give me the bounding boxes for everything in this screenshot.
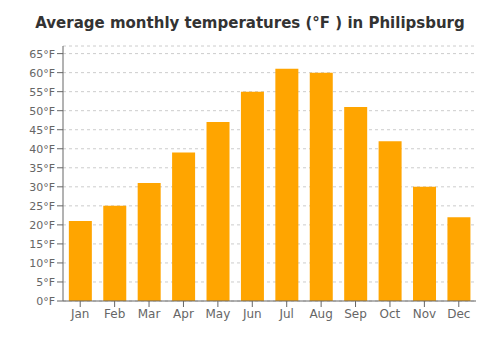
- svg-text:10°F: 10°F: [29, 257, 55, 270]
- svg-text:50°F: 50°F: [29, 105, 55, 118]
- svg-text:Feb: Feb: [104, 307, 125, 321]
- svg-text:Apr: Apr: [173, 307, 194, 321]
- svg-text:Jul: Jul: [278, 307, 293, 321]
- svg-text:Aug: Aug: [309, 307, 332, 321]
- svg-text:5°F: 5°F: [36, 276, 55, 289]
- svg-text:65°F: 65°F: [29, 48, 55, 61]
- svg-text:Jun: Jun: [242, 307, 262, 321]
- svg-text:Dec: Dec: [447, 307, 470, 321]
- svg-text:May: May: [205, 307, 230, 321]
- svg-text:Jan: Jan: [70, 307, 90, 321]
- svg-text:Nov: Nov: [413, 307, 436, 321]
- svg-text:Mar: Mar: [138, 307, 161, 321]
- svg-text:40°F: 40°F: [29, 143, 55, 156]
- svg-text:20°F: 20°F: [29, 219, 55, 232]
- svg-text:35°F: 35°F: [29, 162, 55, 175]
- svg-text:55°F: 55°F: [29, 86, 55, 99]
- svg-text:30°F: 30°F: [29, 181, 55, 194]
- svg-text:0°F: 0°F: [36, 295, 55, 308]
- svg-text:25°F: 25°F: [29, 200, 55, 213]
- svg-text:Oct: Oct: [380, 307, 401, 321]
- svg-text:15°F: 15°F: [29, 238, 55, 251]
- svg-text:45°F: 45°F: [29, 124, 55, 137]
- svg-text:60°F: 60°F: [29, 67, 55, 80]
- html-text:Average monthly temperatures (: Average monthly temperatures (°F ) in Ph…: [35, 14, 465, 32]
- svg-text:Sep: Sep: [344, 307, 367, 321]
